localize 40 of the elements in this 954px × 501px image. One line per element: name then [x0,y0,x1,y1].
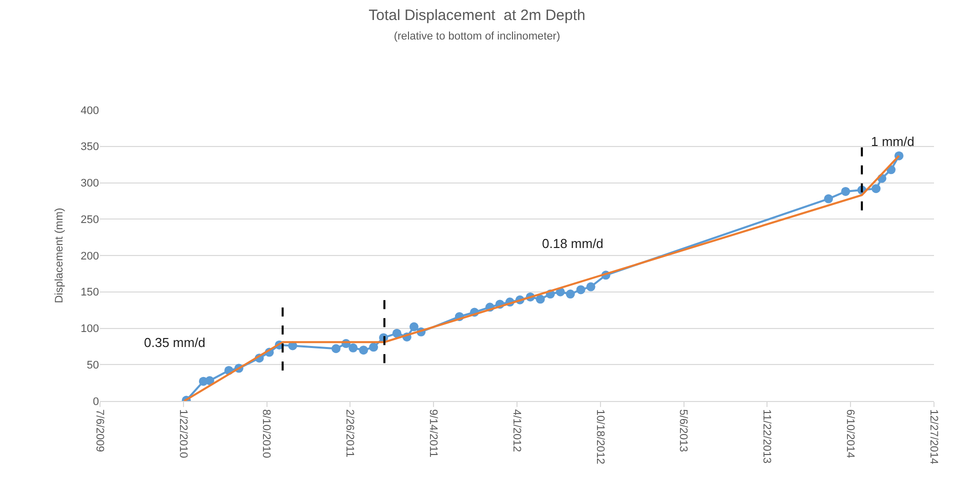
x-tick-label: 9/14/2011 [427,409,440,458]
y-tick-label: 350 [80,141,99,154]
point [824,194,833,204]
chart-title: Total Displacement at 2m Depth [368,7,586,24]
point [410,322,418,332]
x-tick-label: 10/18/2012 [594,409,606,464]
x-tick-label: 7/6/2009 [93,409,106,452]
y-tick-label: 0 [92,396,99,408]
x-tick-label: 2/26/2011 [344,409,356,458]
y-tick-label: 200 [80,250,99,262]
chart-subtitle: (relative to bottom of inclinometer) [394,30,560,43]
point [332,344,341,354]
point [586,282,596,292]
x-tick-label: 12/27/2014 [927,409,940,464]
point [205,376,214,386]
point [359,346,368,355]
annotation: 0.18 mm/d [542,236,604,251]
point [536,294,545,304]
annotation: 0.35 mm/d [144,335,206,350]
x-tick-label: 8/10/2010 [260,409,272,458]
annotation: 1 mm/d [871,134,914,149]
y-tick-label: 100 [80,323,99,336]
point [348,343,358,352]
y-tick-label: 150 [80,286,99,299]
y-tick-label: 250 [80,214,99,226]
y-tick-label: 50 [86,359,99,372]
x-tick-label: 6/10/2014 [844,409,856,458]
x-tick-label: 1/22/2010 [176,409,189,458]
point [841,186,850,196]
point [566,290,575,299]
y-axis-title: Displacement (mm) [53,208,66,304]
y-tick-label: 300 [80,178,99,190]
point [369,342,378,352]
y-tick-label: 400 [80,104,99,117]
point [576,285,586,294]
x-tick-label: 5/6/2013 [677,409,690,452]
x-tick-label: 4/1/2012 [510,409,522,452]
point [392,328,402,338]
x-tick-label: 11/22/2013 [760,409,773,464]
point [872,184,881,194]
